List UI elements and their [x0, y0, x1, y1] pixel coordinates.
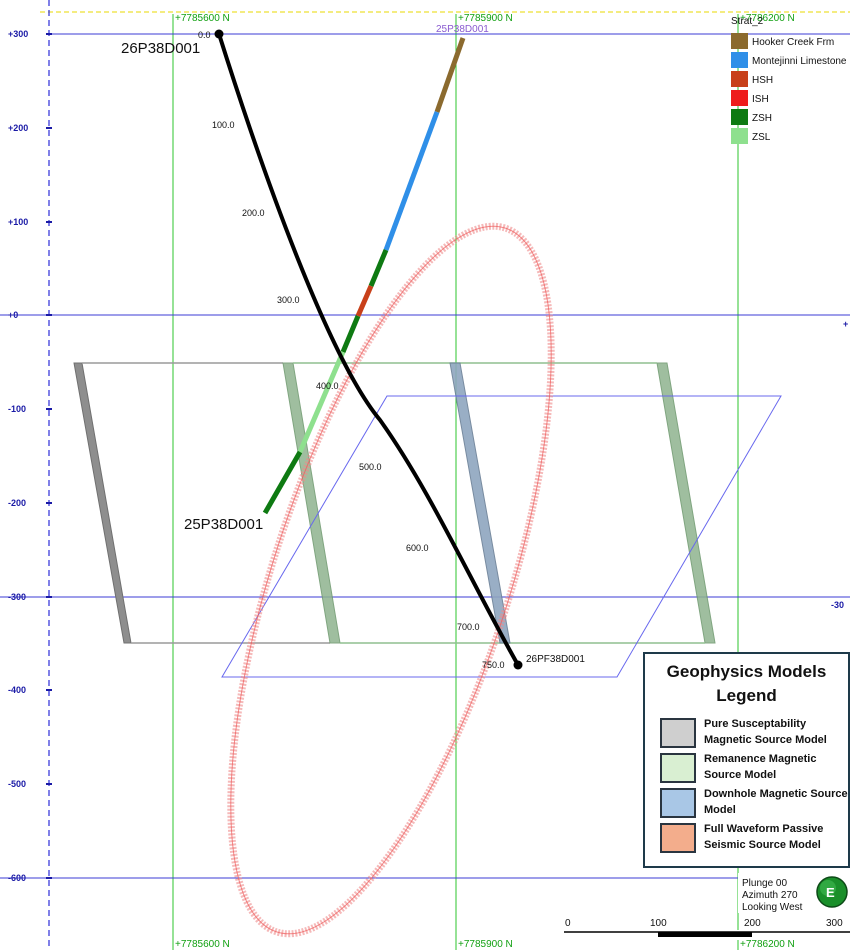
- legend-label: Montejinni Limestone: [752, 56, 847, 67]
- susceptibility-model: [73, 362, 330, 644]
- hole-label: 26P38D001: [121, 40, 200, 57]
- orientation-info: Plunge 00 Azimuth 270 Looking West E: [738, 873, 850, 913]
- legend-label: Downhole Magnetic Source Model: [704, 788, 848, 816]
- downhole-model: [449, 362, 511, 644]
- legend-item: Downhole Magnetic Source Model: [660, 786, 850, 818]
- northing-label: +7785600 N: [175, 13, 230, 24]
- depth-label: 500.0: [359, 462, 382, 472]
- collar-marker: [214, 29, 224, 39]
- legend-label: Hooker Creek Frm: [752, 37, 834, 48]
- legend-swatch: [660, 718, 696, 748]
- elev-label: -400: [8, 685, 26, 695]
- northing-labels-bottom: +7785600 N +7785900 N +7786200 N: [175, 939, 795, 950]
- legend-swatch: [660, 788, 696, 818]
- elevation-labels: +300 +200 +100 +0 -100 -200 -300 -400 -5…: [8, 29, 28, 883]
- right-edge-label: -30: [831, 600, 844, 610]
- right-edge-label: +: [843, 319, 848, 329]
- northing-label: +7785600 N: [175, 939, 230, 950]
- legend-label: Full Waveform Passive Seismic Source Mod…: [704, 823, 824, 851]
- northing-label: +7785900 N: [458, 939, 513, 950]
- elev-label: +200: [8, 123, 28, 133]
- remanence-model: [282, 362, 716, 644]
- depth-labels: 0.0 100.0 200.0 300.0 400.0 500.0 600.0 …: [198, 30, 505, 670]
- legend-swatch: [731, 90, 748, 106]
- legend-label: ZSH: [752, 113, 772, 124]
- elev-label: -300: [8, 592, 26, 602]
- plunge-label: Plunge 00: [742, 878, 787, 889]
- northing-label: +7785900 N: [458, 13, 513, 24]
- elevation-grid: [0, 33, 850, 879]
- elev-label: -600: [8, 873, 26, 883]
- survey-plane: [221, 395, 782, 678]
- legend-swatch: [731, 109, 748, 125]
- scale-tick-label: 100: [650, 918, 667, 929]
- strat-legend-title: Strat_2: [731, 16, 764, 27]
- hole-end-label: 26PF38D001: [526, 654, 585, 665]
- legend-item: Remanence Magnetic Source Model: [660, 751, 850, 783]
- depth-label: 200.0: [242, 208, 265, 218]
- legend-swatch: [660, 753, 696, 783]
- seismic-model: [227, 222, 555, 938]
- elev-label: +300: [8, 29, 28, 39]
- scale-bar: 0 100 200 300: [564, 918, 850, 940]
- legend-label: Remanence Magnetic Source Model: [704, 753, 817, 781]
- elevation-ticks: [46, 33, 52, 879]
- depth-label: 100.0: [212, 120, 235, 130]
- drillhole-26P38D001: [217, 33, 520, 666]
- depth-label: 400.0: [316, 381, 339, 391]
- azimuth-label: Azimuth 270: [742, 890, 798, 901]
- depth-label: 600.0: [406, 543, 429, 553]
- legend-label: HSH: [752, 75, 773, 86]
- legend-swatch: [731, 52, 748, 68]
- northing-labels-top: +7785600 N +7785900 N +7786200 N: [175, 13, 795, 24]
- scale-tick-label: 0: [565, 918, 571, 929]
- geophysics-legend: Geophysics Models Legend Pure Susceptabi…: [643, 652, 850, 868]
- drillhole-25P38D001: [262, 37, 466, 515]
- elev-label: +100: [8, 217, 28, 227]
- elev-label: +0: [8, 310, 18, 320]
- legend-label: ISH: [752, 94, 769, 105]
- scale-tick-label: 200: [744, 918, 761, 929]
- legend-swatch: [731, 128, 748, 144]
- northing-label: +7786200 N: [740, 939, 795, 950]
- legend-item: Full Waveform Passive Seismic Source Mod…: [660, 821, 850, 853]
- legend-item: Pure Susceptability Magnetic Source Mode…: [660, 716, 850, 748]
- elev-label: -500: [8, 779, 26, 789]
- hole-collar-label: 25P38D001: [436, 24, 489, 35]
- hole-label: 25P38D001: [184, 516, 263, 533]
- depth-label: 750.0: [482, 660, 505, 670]
- legend-swatch: [660, 823, 696, 853]
- elev-label: -100: [8, 404, 26, 414]
- strat-legend: Strat_2 Hooker Creek Frm Montejinni Lime…: [731, 16, 847, 144]
- depth-label: 700.0: [457, 622, 480, 632]
- depth-label: 0.0: [198, 30, 211, 40]
- geophysics-legend-title: Geophysics Models Legend: [666, 662, 827, 705]
- legend-swatch: [731, 33, 748, 49]
- looking-label: Looking West: [742, 902, 803, 913]
- legend-label: ZSL: [752, 132, 771, 143]
- depth-label: 300.0: [277, 295, 300, 305]
- northing-label: +7786200 N: [740, 13, 795, 24]
- legend-swatch: [731, 71, 748, 87]
- elev-label: -200: [8, 498, 26, 508]
- compass-letter: E: [826, 885, 835, 900]
- legend-label: Pure Susceptability Magnetic Source Mode…: [704, 718, 827, 746]
- end-of-hole-marker: [513, 660, 523, 670]
- scale-tick-label: 300: [826, 918, 843, 929]
